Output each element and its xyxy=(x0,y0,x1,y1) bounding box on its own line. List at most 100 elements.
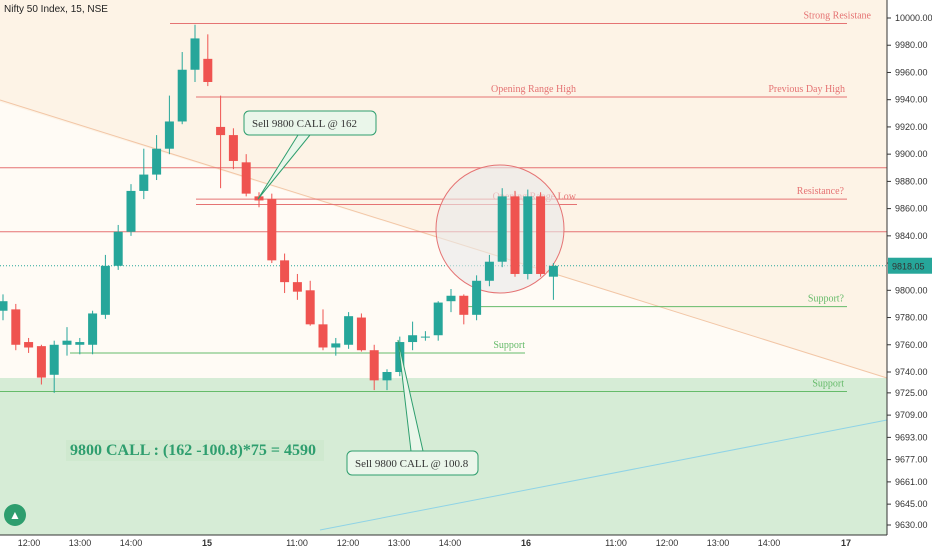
candle-body xyxy=(203,58,213,82)
candle-body xyxy=(318,324,328,348)
candle xyxy=(318,309,328,351)
y-tick-label: 9920.00 xyxy=(895,122,928,132)
candle-body xyxy=(408,335,418,343)
candle-body xyxy=(36,346,46,378)
candle-body xyxy=(228,135,238,161)
candle-body xyxy=(305,290,315,325)
candle-body xyxy=(190,38,200,70)
candle-body xyxy=(267,199,277,261)
y-tick-label: 9980.00 xyxy=(895,40,928,50)
y-tick-label: 9630.00 xyxy=(895,520,928,530)
last-price-tag xyxy=(888,257,932,274)
candle-body xyxy=(536,196,546,274)
x-tick-label: 13:00 xyxy=(388,538,411,548)
candle-body xyxy=(139,174,149,191)
candle-body xyxy=(241,162,251,194)
candle xyxy=(472,275,482,321)
level-label: Support? xyxy=(808,294,845,305)
candle xyxy=(459,294,469,325)
x-tick-label: 16 xyxy=(521,538,531,548)
x-tick-label: 12:00 xyxy=(337,538,360,548)
x-tick-label: 13:00 xyxy=(707,538,730,548)
candle xyxy=(356,313,366,352)
candle xyxy=(548,263,558,300)
candle xyxy=(510,190,520,277)
last-price-label: 9818.05 xyxy=(892,262,925,272)
candle xyxy=(484,254,494,287)
candle-body xyxy=(459,295,469,315)
candle-body xyxy=(62,340,72,345)
y-tick-label: 9900.00 xyxy=(895,149,928,159)
candle xyxy=(75,337,85,355)
candle-body xyxy=(510,196,520,274)
y-tick-label: 9760.00 xyxy=(895,340,928,350)
candle-body xyxy=(216,126,226,136)
trend-line xyxy=(319,419,888,531)
candle xyxy=(292,273,302,300)
candle-body xyxy=(356,317,366,351)
x-tick-label: 14:00 xyxy=(120,538,143,548)
candle xyxy=(88,310,98,355)
x-tick-label: 17 xyxy=(841,538,851,548)
candle-body xyxy=(113,231,123,266)
candle-body xyxy=(523,196,533,274)
candle-body xyxy=(49,344,59,375)
candle-body xyxy=(382,372,392,381)
callout-text: Sell 9800 CALL @ 162 xyxy=(252,118,357,130)
symbol-header: Nifty 50 Index, 15, NSE xyxy=(4,4,108,15)
candle-body xyxy=(126,190,136,232)
y-tick-label: 9645.00 xyxy=(895,499,928,509)
level-label: Resistance? xyxy=(797,186,845,197)
level-label: Strong Resistane xyxy=(804,10,872,21)
candle xyxy=(267,193,277,264)
candle-body xyxy=(497,196,507,262)
candle xyxy=(420,331,430,341)
x-tick-label: 13:00 xyxy=(69,538,92,548)
resistance-zone-shade xyxy=(0,0,887,378)
candle-body xyxy=(11,309,21,345)
candle xyxy=(331,337,341,356)
y-tick-label: 9693.00 xyxy=(895,432,928,442)
candle xyxy=(126,184,136,236)
candle-body xyxy=(280,260,290,283)
candle-body xyxy=(344,316,354,345)
candle xyxy=(139,148,149,200)
tradingview-logo-icon[interactable]: ▲ xyxy=(4,504,26,526)
candle xyxy=(497,188,507,268)
price-axis xyxy=(887,0,932,550)
y-tick-label: 9725.00 xyxy=(895,388,928,398)
candle xyxy=(408,321,418,351)
candle xyxy=(241,154,251,197)
y-tick-label: 9800.00 xyxy=(895,285,928,295)
candle-body xyxy=(100,265,110,315)
y-tick-label: 9880.00 xyxy=(895,176,928,186)
y-tick-label: 9860.00 xyxy=(895,204,928,214)
candle-body xyxy=(88,313,98,345)
candle-body xyxy=(548,265,558,277)
candle xyxy=(164,95,174,155)
candle-body xyxy=(446,295,456,302)
y-tick-label: 9677.00 xyxy=(895,455,928,465)
candle-body xyxy=(0,301,8,311)
candle xyxy=(49,340,59,393)
candle-body xyxy=(152,148,162,175)
x-tick-label: 11:00 xyxy=(605,538,627,548)
candle-body xyxy=(472,280,482,315)
candle xyxy=(190,24,200,82)
trade-callout: Sell 9800 CALL @ 100.8 xyxy=(346,339,479,476)
level-label: Previous Day High xyxy=(768,84,845,95)
candle xyxy=(177,52,187,125)
x-tick-label: 12:00 xyxy=(656,538,679,548)
time-axis xyxy=(0,535,932,550)
y-tick-label: 9709.00 xyxy=(895,410,928,420)
callout-box xyxy=(346,450,479,476)
x-tick-label: 14:00 xyxy=(439,538,462,548)
candle xyxy=(113,224,123,270)
level-label: Support xyxy=(493,340,525,351)
candle xyxy=(203,34,213,87)
y-tick-label: 9840.00 xyxy=(895,231,928,241)
y-tick-label: 9661.00 xyxy=(895,477,928,487)
candle xyxy=(446,288,456,313)
calculation-box: 9800 CALL : (162 -100.8)*75 = 4590 xyxy=(66,440,324,461)
